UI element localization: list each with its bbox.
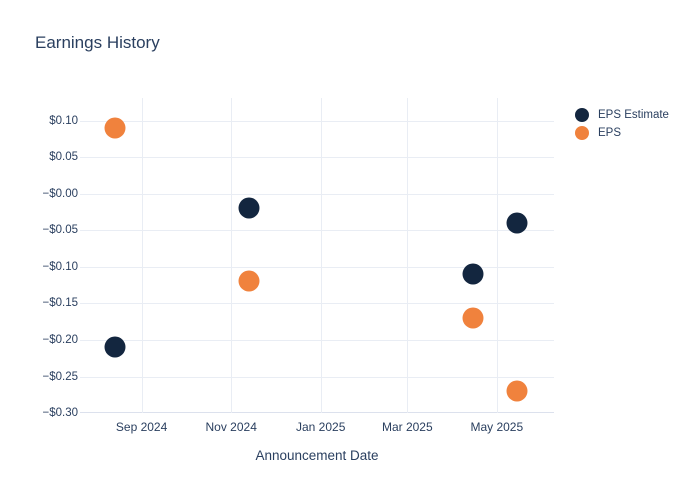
x-gridline <box>320 98 322 413</box>
eps-estimate-marker-icon <box>575 108 589 122</box>
y-gridline <box>80 120 554 122</box>
eps-estimate-point[interactable] <box>238 197 260 219</box>
chart-title: Earnings History <box>35 33 160 52</box>
y-tick-label: $0.10 <box>49 114 78 127</box>
x-gridline <box>496 98 498 413</box>
y-tick-label: −$0.05 <box>42 224 79 237</box>
legend-item-eps-estimate[interactable]: EPS Estimate <box>575 108 669 122</box>
eps-estimate-point[interactable] <box>104 336 126 358</box>
eps-point[interactable] <box>506 380 528 402</box>
x-axis-line <box>80 412 554 413</box>
y-gridline <box>80 376 554 378</box>
y-gridline <box>80 303 554 305</box>
y-tick-label: −$0.15 <box>42 297 79 310</box>
y-gridline <box>80 339 554 341</box>
eps-estimate-point[interactable] <box>506 212 528 234</box>
legend-label-eps-estimate: EPS Estimate <box>598 109 669 121</box>
y-tick-label: $0.05 <box>49 151 78 164</box>
x-gridline <box>141 98 143 413</box>
y-gridline <box>80 193 554 195</box>
x-tick-label: May 2025 <box>470 420 524 434</box>
y-gridline <box>80 230 554 232</box>
x-tick-label: Nov 2024 <box>205 420 257 434</box>
eps-marker-icon <box>575 126 589 140</box>
y-tick-label: −$0.30 <box>42 407 79 419</box>
y-tick-label: −$0.00 <box>42 187 79 200</box>
eps-estimate-point[interactable] <box>462 263 484 285</box>
eps-point[interactable] <box>462 307 484 329</box>
plot-area[interactable] <box>80 98 554 413</box>
legend-item-eps[interactable]: EPS <box>575 126 669 140</box>
eps-point[interactable] <box>238 270 260 292</box>
x-tick-label: Mar 2025 <box>381 420 433 434</box>
y-tick-label: −$0.25 <box>42 370 79 383</box>
x-gridline <box>231 98 233 413</box>
x-tick-label: Jan 2025 <box>295 420 346 434</box>
y-gridline <box>80 157 554 159</box>
x-tick-label: Sep 2024 <box>115 420 168 434</box>
y-tick-label: −$0.10 <box>42 260 79 273</box>
legend-label-eps: EPS <box>598 127 622 139</box>
x-axis-title: Announcement Date <box>255 448 379 463</box>
x-gridline <box>407 98 409 413</box>
eps-point[interactable] <box>104 117 126 139</box>
y-tick-label: −$0.20 <box>42 333 79 346</box>
y-gridline <box>80 266 554 268</box>
legend: EPS Estimate EPS <box>575 108 669 144</box>
